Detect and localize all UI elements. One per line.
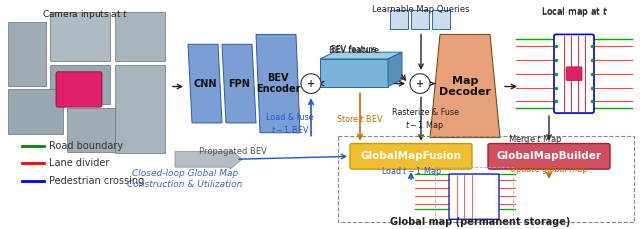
Polygon shape: [320, 59, 388, 87]
FancyBboxPatch shape: [8, 22, 46, 86]
Polygon shape: [222, 44, 256, 123]
Text: Merge $t$ Map: Merge $t$ Map: [508, 133, 562, 146]
Polygon shape: [256, 34, 300, 133]
Text: Closed-loop Global Map
Construction & Utilization: Closed-loop Global Map Construction & Ut…: [127, 169, 243, 188]
Text: Rasterize & Fuse
$t-1$ Map: Rasterize & Fuse $t-1$ Map: [392, 108, 458, 132]
Text: Global map (permanent storage): Global map (permanent storage): [390, 217, 570, 227]
Text: Local map at $t$: Local map at $t$: [541, 5, 607, 18]
Polygon shape: [320, 52, 402, 59]
Text: Load $t-1$ Map: Load $t-1$ Map: [381, 165, 442, 178]
Text: Propagated BEV: Propagated BEV: [199, 147, 267, 156]
FancyBboxPatch shape: [488, 144, 610, 169]
FancyBboxPatch shape: [115, 12, 165, 61]
Text: CNN: CNN: [193, 79, 217, 89]
FancyBboxPatch shape: [449, 174, 499, 219]
FancyBboxPatch shape: [115, 65, 165, 153]
Text: BEV feature: BEV feature: [332, 45, 377, 54]
Text: BEV feature: BEV feature: [329, 46, 379, 55]
Text: GlobalMapFusion: GlobalMapFusion: [360, 151, 461, 161]
Circle shape: [301, 74, 321, 93]
FancyBboxPatch shape: [432, 10, 450, 30]
Text: Road boundary: Road boundary: [49, 141, 123, 150]
Text: +: +: [416, 79, 424, 89]
FancyArrow shape: [175, 150, 242, 169]
FancyBboxPatch shape: [411, 10, 429, 30]
FancyBboxPatch shape: [56, 72, 102, 107]
Text: GlobalMapBuilder: GlobalMapBuilder: [497, 151, 602, 161]
FancyBboxPatch shape: [67, 108, 122, 153]
Text: Store $t$ BEV: Store $t$ BEV: [336, 113, 384, 124]
Text: Lane divider: Lane divider: [49, 158, 109, 168]
FancyBboxPatch shape: [50, 12, 110, 61]
FancyBboxPatch shape: [566, 67, 582, 81]
Text: BEV
Encoder: BEV Encoder: [256, 73, 300, 94]
Circle shape: [410, 74, 430, 93]
FancyBboxPatch shape: [390, 10, 408, 30]
Text: Local map at $t$: Local map at $t$: [541, 6, 607, 19]
Text: Update global map: Update global map: [510, 165, 588, 174]
Text: Pedestrian crossing: Pedestrian crossing: [49, 176, 144, 186]
Polygon shape: [388, 52, 402, 87]
Text: Load & fuse
$t-1$ BEV: Load & fuse $t-1$ BEV: [266, 113, 314, 135]
Text: Map
Decoder: Map Decoder: [439, 76, 491, 97]
FancyBboxPatch shape: [554, 34, 594, 113]
Text: +: +: [307, 79, 315, 89]
FancyBboxPatch shape: [350, 144, 472, 169]
FancyBboxPatch shape: [8, 90, 63, 134]
Polygon shape: [188, 44, 222, 123]
Text: FPN: FPN: [228, 79, 250, 89]
Polygon shape: [430, 34, 500, 138]
Text: Camera inputs at $t$: Camera inputs at $t$: [42, 8, 128, 21]
Text: Learnable Map Queries: Learnable Map Queries: [372, 5, 470, 14]
FancyBboxPatch shape: [50, 65, 110, 104]
